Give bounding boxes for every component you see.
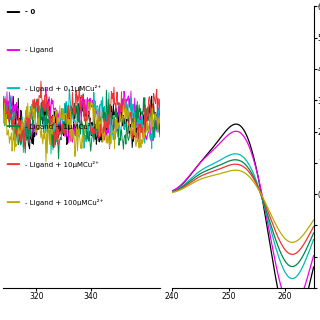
Text: - Ligand + 10μMCu²⁺: - Ligand + 10μMCu²⁺ [25, 161, 99, 168]
Text: - Ligand + 0.1μMCu²⁺: - Ligand + 0.1μMCu²⁺ [25, 84, 101, 92]
Text: - Ligand: - Ligand [25, 47, 53, 53]
Text: - 0: - 0 [25, 9, 36, 15]
Text: - Ligand + 1μMCu²⁺: - Ligand + 1μMCu²⁺ [25, 123, 94, 130]
Text: - Ligand + 100μMCu²⁺: - Ligand + 100μMCu²⁺ [25, 199, 103, 206]
